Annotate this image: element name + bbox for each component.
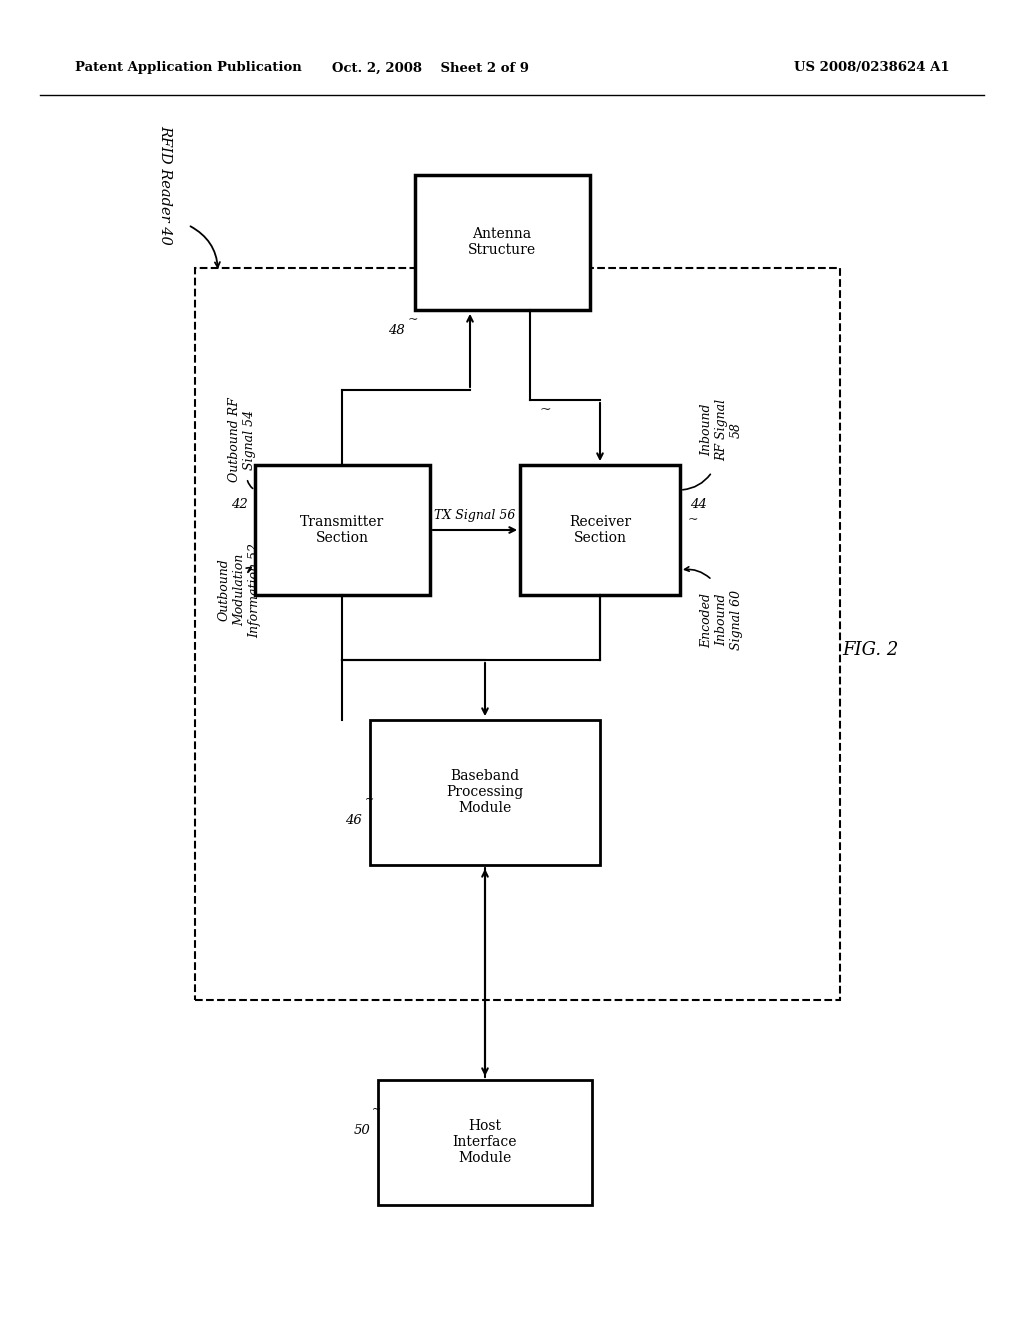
Text: ~: ~ [688, 513, 698, 527]
Bar [415, 176, 590, 310]
Text: 44: 44 [690, 499, 707, 511]
Text: 48: 48 [388, 323, 406, 337]
Text: US 2008/0238624 A1: US 2008/0238624 A1 [795, 62, 950, 74]
Text: Host
Interface
Module: Host Interface Module [453, 1119, 517, 1166]
Text: 42: 42 [231, 499, 248, 511]
Text: ~: ~ [372, 1105, 381, 1115]
Text: ~: ~ [408, 314, 419, 326]
Text: ~: ~ [365, 795, 374, 805]
Text: Patent Application Publication: Patent Application Publication [75, 62, 302, 74]
Text: Inbound
RF Signal
58: Inbound RF Signal 58 [700, 399, 743, 461]
Bar [520, 465, 680, 595]
Text: Antenna
Structure: Antenna Structure [468, 227, 536, 257]
Text: Outbound RF
Signal 54: Outbound RF Signal 54 [228, 397, 256, 482]
Bar [195, 268, 840, 1001]
Bar [370, 719, 600, 865]
Text: Outbound
Modulation
Information 52: Outbound Modulation Information 52 [218, 543, 261, 638]
Text: Receiver
Section: Receiver Section [569, 515, 631, 545]
Text: 50: 50 [353, 1123, 370, 1137]
Text: 46: 46 [345, 813, 362, 826]
Text: Oct. 2, 2008    Sheet 2 of 9: Oct. 2, 2008 Sheet 2 of 9 [332, 62, 528, 74]
Bar [255, 465, 430, 595]
Bar [378, 1080, 592, 1205]
Text: Baseband
Processing
Module: Baseband Processing Module [446, 768, 523, 816]
Text: TX Signal 56: TX Signal 56 [434, 508, 516, 521]
Text: ~: ~ [540, 403, 551, 417]
Text: RFID Reader 40: RFID Reader 40 [158, 125, 172, 246]
Text: FIG. 2: FIG. 2 [842, 642, 898, 659]
Text: Transmitter
Section: Transmitter Section [300, 515, 384, 545]
Text: Encoded
Inbound
Signal 60: Encoded Inbound Signal 60 [700, 590, 743, 649]
